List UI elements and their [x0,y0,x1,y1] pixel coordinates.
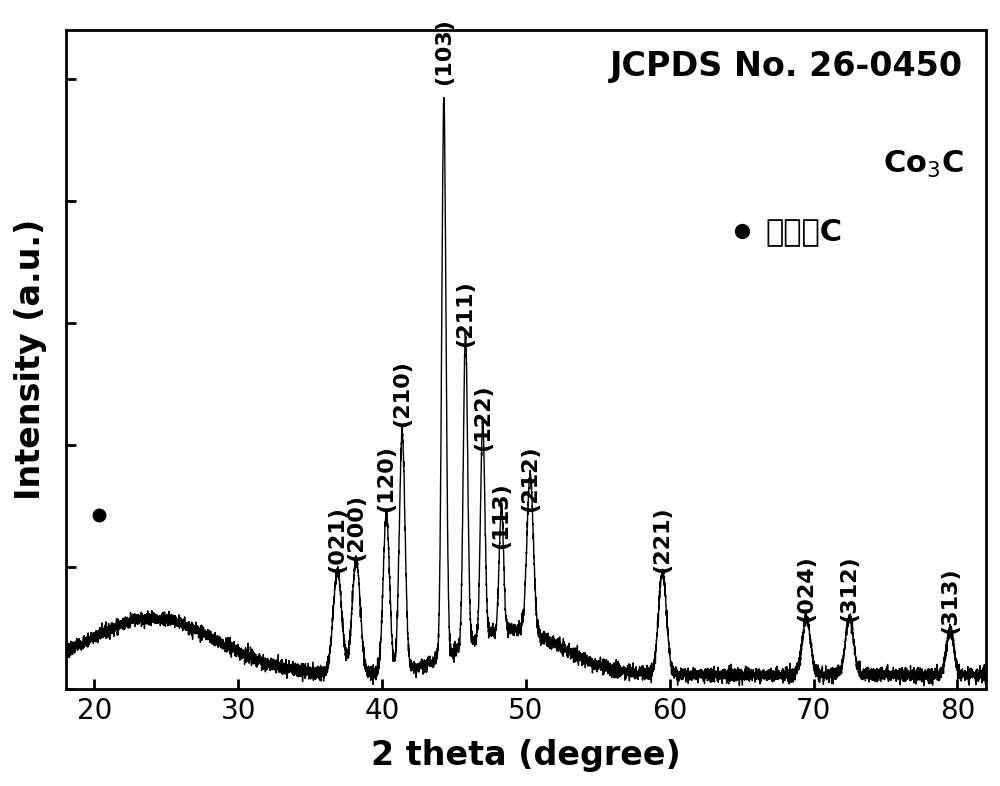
Text: Co$_3$C: Co$_3$C [883,149,963,180]
Text: (024): (024) [796,555,816,622]
Text: (120): (120) [376,445,396,512]
X-axis label: 2 theta (degree): 2 theta (degree) [371,739,681,772]
Text: (122): (122) [473,384,493,451]
Text: (212): (212) [520,446,540,512]
Text: (103): (103) [434,18,454,85]
Text: (113): (113) [491,482,511,549]
Text: (200): (200) [346,494,366,561]
Text: (221): (221) [653,506,673,573]
Text: 无定形C: 无定形C [765,217,842,246]
Text: (211): (211) [455,281,475,347]
Text: (312): (312) [839,555,859,622]
Y-axis label: Intensity (a.u.): Intensity (a.u.) [14,219,47,500]
Text: (210): (210) [392,360,412,427]
Text: (313): (313) [940,567,960,634]
Text: JCPDS No. 26-0450: JCPDS No. 26-0450 [610,50,963,83]
Text: (021): (021) [327,506,347,573]
